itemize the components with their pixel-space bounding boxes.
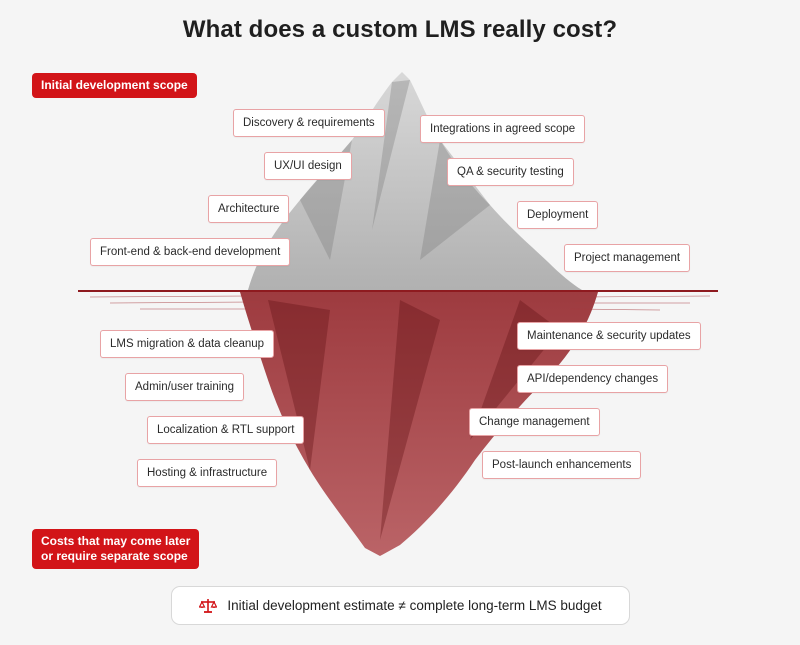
label-api-dependency: API/dependency changes [517, 365, 669, 393]
label-change-management: Change management [469, 408, 600, 436]
label-maintenance: Maintenance & security updates [517, 322, 701, 350]
below-water-badge: Costs that may come later or require sep… [32, 529, 200, 569]
label-architecture: Architecture [208, 195, 290, 223]
label-frontend-backend: Front-end & back-end development [90, 238, 291, 266]
label-integrations: Integrations in agreed scope [420, 115, 586, 143]
below-water-badge-line1: Costs that may come later [41, 534, 191, 548]
above-water-badge: Initial development scope [32, 73, 197, 98]
label-localization: Localization & RTL support [147, 416, 305, 444]
label-hosting: Hosting & infrastructure [137, 459, 278, 487]
footer-note: Initial development estimate ≠ complete … [171, 586, 630, 625]
above-water-badge-text: Initial development scope [41, 78, 188, 92]
label-admin-training: Admin/user training [125, 373, 245, 401]
label-qa-security: QA & security testing [447, 158, 574, 186]
balance-scale-icon [199, 598, 218, 614]
iceberg-underwater [240, 292, 598, 556]
page-title: What does a custom LMS really cost? [182, 16, 618, 43]
footer-text: Initial development estimate ≠ complete … [227, 598, 602, 613]
below-water-badge-line2: or require separate scope [41, 549, 188, 563]
label-uxui: UX/UI design [264, 152, 352, 180]
label-lms-migration: LMS migration & data cleanup [100, 330, 275, 358]
label-discovery: Discovery & requirements [233, 109, 385, 137]
label-post-launch: Post-launch enhancements [482, 451, 642, 479]
label-project-management: Project management [564, 244, 691, 272]
label-deployment: Deployment [517, 201, 599, 229]
iceberg-tip [248, 72, 582, 290]
